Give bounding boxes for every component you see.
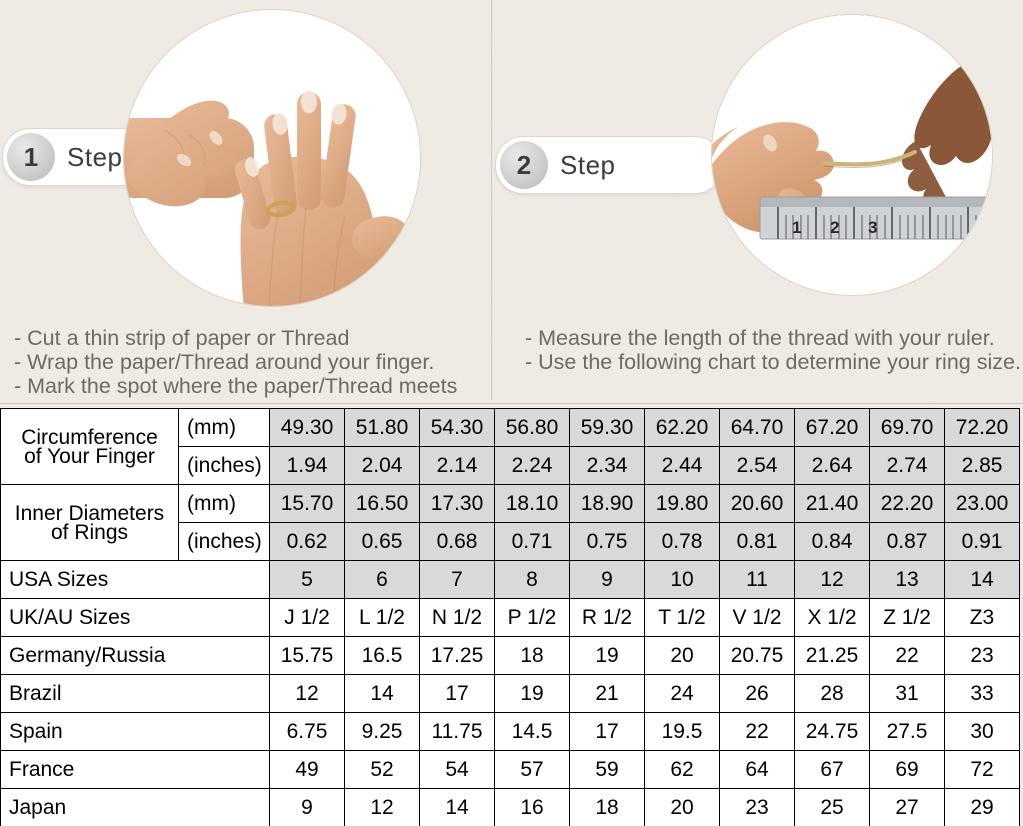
svg-text:1: 1 xyxy=(792,218,801,237)
svg-text:2: 2 xyxy=(830,218,839,237)
svg-text:3: 3 xyxy=(868,218,877,237)
